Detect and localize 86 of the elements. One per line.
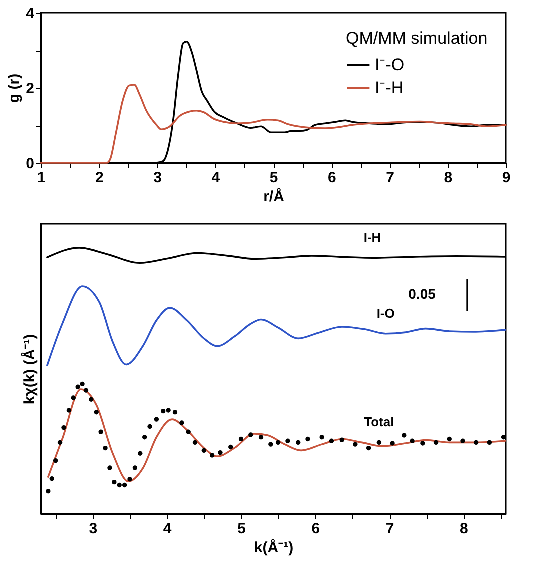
point [410,438,415,444]
y-tick-label: 0 [26,156,34,172]
point [148,424,152,430]
x-tick-label: 7 [386,520,394,538]
point [180,420,184,426]
y-axis-title: kχ(k) (Å⁻¹) [20,334,38,405]
point [128,477,132,482]
point [103,446,108,451]
point [138,451,143,456]
legend-label: I⁻-H [375,78,404,98]
point [117,482,122,488]
point [248,432,254,438]
point [447,436,452,442]
point [276,440,281,446]
point [112,480,117,485]
point [132,466,138,470]
point [71,396,76,400]
point [202,448,207,454]
x-tick-label: 3 [89,520,98,538]
point [296,440,301,446]
point [94,410,99,415]
point [89,397,94,402]
point [192,440,198,446]
point [376,440,382,446]
point [420,441,426,446]
point [122,482,128,488]
x-tick-label: 9 [502,170,511,186]
point [154,417,160,422]
x-tick-label: 4 [212,170,221,186]
point [402,433,407,438]
point [320,435,324,440]
point [66,408,72,413]
point [474,440,479,446]
legend-title: QM/MM simulation [346,29,488,48]
x-tick-label: 3 [154,170,162,186]
point [353,442,358,447]
point [76,384,80,390]
x-tick-label: 1 [37,170,46,186]
point [186,430,191,434]
point [166,408,171,413]
y-axis-title: g (r) [6,74,24,104]
series-label: Total [364,414,394,430]
point [53,458,58,464]
point [258,435,264,440]
point [238,436,244,442]
point [161,408,166,414]
point [210,453,215,458]
point [434,440,439,446]
point [366,446,372,451]
point [228,444,234,450]
legend-label: I⁻-O [375,56,405,74]
point [98,430,104,434]
x-tick-label: 2 [95,170,104,186]
point [329,438,334,444]
point [487,440,492,446]
point [286,438,290,444]
x-tick-label: 5 [238,520,246,538]
point [460,438,466,444]
point [58,440,63,446]
y-tick-label: 4 [26,6,36,22]
x-tick-label: 5 [270,170,278,186]
series-label: I-H [364,230,382,246]
point [172,410,178,415]
point [340,438,344,442]
x-tick-label: 4 [163,520,172,538]
point [142,435,148,440]
point [390,441,395,446]
x-tick-label: 6 [328,170,336,186]
x-tick-label: 8 [444,170,453,186]
x-tick-label: 8 [460,520,468,538]
point [50,476,54,482]
point [46,489,51,494]
point [80,382,85,387]
point [84,388,89,393]
point [62,425,66,430]
x-tick-label: 7 [386,170,394,186]
point [218,450,223,456]
series-label: I-O [376,306,395,321]
x-axis-title: r/Å [264,188,285,206]
annotation: 0.05 [408,286,436,302]
x-tick-label: 6 [312,520,320,538]
point [306,436,310,442]
y-tick-label: 2 [26,80,34,98]
point [268,442,274,447]
point [108,466,112,470]
x-axis-title: k(Å⁻¹) [254,538,294,556]
